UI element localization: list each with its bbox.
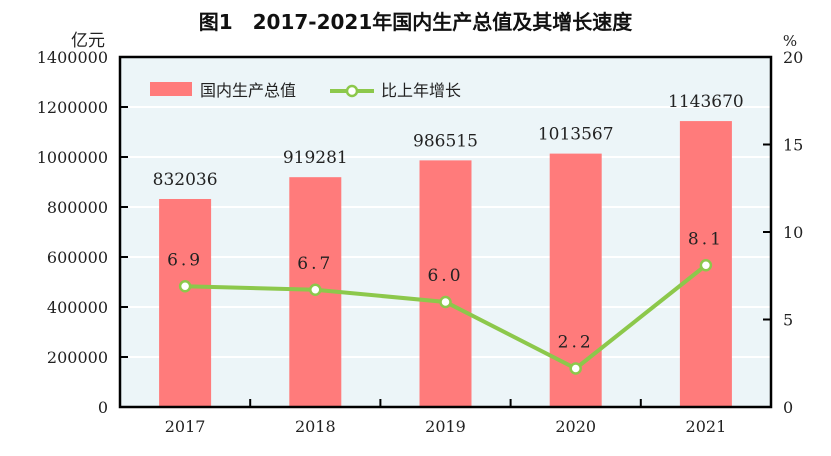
growth-point-2019 <box>439 295 452 309</box>
left-axis-tick-label: 800000 <box>47 198 108 217</box>
right-axis-tick-label: 10 <box>783 223 803 242</box>
legend-line-marker <box>345 84 359 98</box>
right-axis-label: % <box>783 32 797 50</box>
legend-line-label: 比上年增长 <box>381 81 461 100</box>
right-axis-tick-label: 15 <box>783 136 803 155</box>
growth-value-label: 8.1 <box>688 229 724 249</box>
growth-point-2018 <box>309 283 322 296</box>
bar-value-label: 1143670 <box>668 92 744 112</box>
x-axis-tick-label: 2020 <box>555 417 596 436</box>
growth-value-label: 6.0 <box>427 266 463 286</box>
x-axis-tick-label: 2021 <box>686 417 727 436</box>
growth-point-2017 <box>178 280 192 293</box>
x-axis-tick-label: 2019 <box>425 417 466 436</box>
growth-value-label: 6.7 <box>297 254 333 274</box>
left-axis-tick-label: 600000 <box>47 248 108 267</box>
bar-2017 <box>159 198 212 407</box>
chart-title: 图1 2017-2021年国内生产总值及其增长速度 <box>198 10 633 34</box>
x-axis-tick-label: 2017 <box>165 417 206 436</box>
left-axis-tick-label: 1000000 <box>37 148 108 167</box>
right-axis-tick-label: 20 <box>783 48 803 67</box>
left-axis-label: 亿元 <box>71 31 105 51</box>
x-axis-tick-label: 2018 <box>295 417 336 436</box>
plot-frame <box>118 55 773 409</box>
growth-point-2021 <box>699 259 713 272</box>
right-axis-tick-label: 5 <box>783 311 793 330</box>
growth-value-label: 6.9 <box>167 250 203 270</box>
left-axis-tick-label: 1200000 <box>37 98 108 117</box>
legend-bar-swatch <box>150 82 192 96</box>
legend-bar-label: 国内生产总值 <box>200 81 296 100</box>
bar-value-label: 1013567 <box>538 125 614 145</box>
bar-value-label: 986515 <box>413 131 478 151</box>
left-axis-tick-label: 0 <box>98 398 108 417</box>
bar-value-label: 919281 <box>283 148 348 168</box>
growth-value-label: 2.2 <box>558 333 594 353</box>
bar-2019 <box>419 160 472 407</box>
left-axis-tick-label: 1400000 <box>37 48 108 67</box>
left-axis-tick-label: 200000 <box>47 348 108 367</box>
right-axis-tick-label: 0 <box>783 398 793 417</box>
left-axis-tick-label: 400000 <box>47 298 108 317</box>
bar-value-label: 832036 <box>153 170 218 190</box>
growth-point-2020 <box>569 362 582 375</box>
